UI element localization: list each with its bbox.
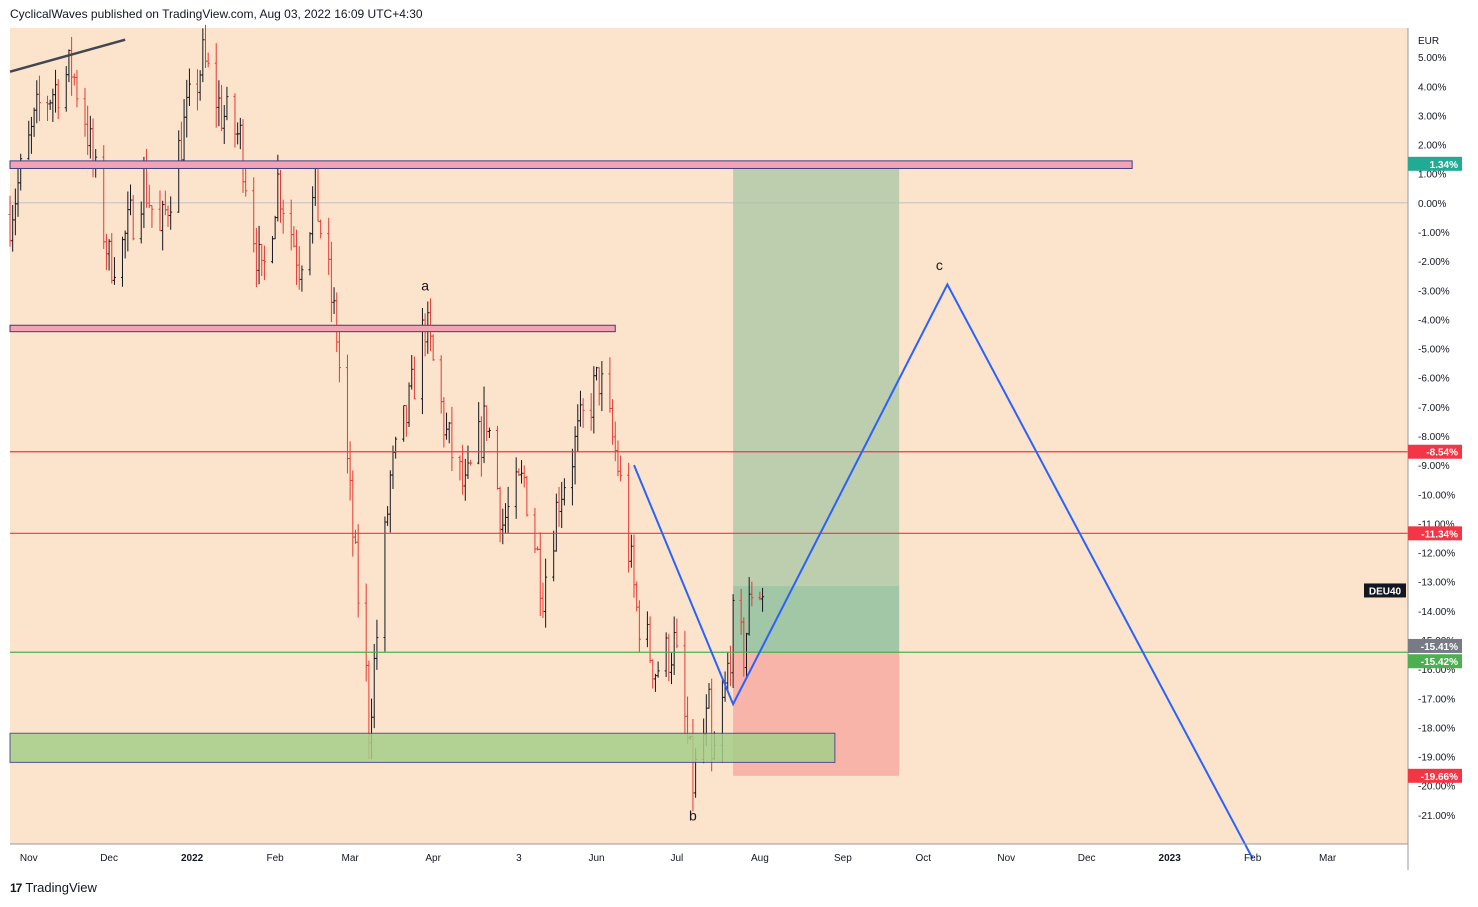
x-tick-label: Oct [915, 853, 931, 864]
price-tag-zone-top [1408, 156, 1462, 171]
x-tick-label: 2023 [1159, 853, 1182, 864]
wave-projection-line[interactable] [633, 282, 1254, 860]
price-tag-label: -15.41% [1421, 642, 1458, 653]
wave-label-b: b [689, 808, 697, 824]
y-tick-label: -20.00% [1418, 782, 1455, 793]
x-tick-label: Nov [997, 853, 1015, 864]
symbol-tag-label: DEU40 [1369, 586, 1402, 597]
price-tag-label: 1.34% [1430, 160, 1458, 171]
wave-label-c: c [936, 257, 943, 273]
publish-info: CyclicalWaves published on TradingView.c… [10, 7, 423, 21]
y-tick-label: -17.00% [1418, 694, 1455, 705]
y-tick-label: 1.00% [1418, 170, 1446, 181]
y-tick-label: -12.00% [1418, 549, 1455, 560]
y-tick-label: 2.00% [1418, 141, 1446, 152]
x-tick-label: Feb [267, 853, 285, 864]
trend-line[interactable] [9, 38, 126, 73]
price-tag-current [1408, 638, 1462, 653]
y-tick-label: -19.00% [1418, 753, 1455, 764]
x-tick-label: 3 [516, 853, 522, 864]
y-axis[interactable]: 5.00% 4.00% 3.00% 2.00% 1.00% 0.00% -1.00% -2.0… [1418, 53, 1455, 822]
x-tick-label: Jun [588, 853, 604, 864]
x-tick-label: Mar [342, 853, 360, 864]
price-tag-stop [1408, 768, 1462, 783]
y-tick-label: -2.00% [1418, 257, 1450, 268]
y-tick-label: -13.00% [1418, 578, 1455, 589]
x-tick-label: Aug [751, 853, 769, 864]
price-tag-resistance [1408, 526, 1462, 541]
x-tick-label: Dec [1078, 853, 1096, 864]
y-tick-label: -18.00% [1418, 723, 1455, 734]
price-tag-support [1408, 654, 1462, 669]
x-tick-label: Dec [100, 853, 118, 864]
price-tag-label: -11.34% [1421, 529, 1458, 540]
x-tick-label: Feb [1244, 853, 1262, 864]
currency-label: EUR [1418, 36, 1439, 47]
x-tick-label: Mar [1319, 853, 1337, 864]
y-tick-label: -1.00% [1418, 228, 1450, 239]
y-tick-label: -4.00% [1418, 315, 1450, 326]
price-tag-label: -15.42% [1421, 657, 1458, 668]
y-tick-label: -14.00% [1418, 607, 1455, 618]
y-tick-label: -9.00% [1418, 461, 1450, 472]
y-tick-label: -11.00% [1418, 519, 1455, 530]
price-tag-label: -8.54% [1426, 448, 1458, 459]
green-zone-2[interactable] [9, 732, 836, 763]
x-tick-label: Sep [834, 853, 852, 864]
y-tick-label: -16.00% [1418, 665, 1455, 676]
price-tag-label: -19.66% [1421, 772, 1458, 783]
x-tick-label: Jul [670, 853, 683, 864]
pink-zone-1[interactable] [9, 324, 616, 333]
profit-zone[interactable] [733, 586, 900, 653]
x-tick-label: 2022 [181, 853, 204, 864]
y-tick-label: -3.00% [1418, 286, 1450, 297]
y-tick-label: -21.00% [1418, 811, 1455, 822]
y-tick-label: 3.00% [1418, 111, 1446, 122]
y-tick-label: -6.00% [1418, 374, 1450, 385]
y-tick-label: 5.00% [1418, 53, 1446, 64]
tradingview-wordmark: TradingView [25, 880, 97, 895]
tradingview-footer: 17 TradingView [10, 880, 97, 895]
wave-label-a: a [421, 277, 429, 293]
y-tick-label: -10.00% [1418, 490, 1455, 501]
y-tick-label: 0.00% [1418, 199, 1446, 210]
symbol-tag [1364, 583, 1406, 598]
y-tick-label: -8.00% [1418, 432, 1450, 443]
pink-zone-0[interactable] [9, 160, 1133, 169]
x-tick-label: Apr [425, 853, 441, 864]
target-zone[interactable] [733, 163, 900, 653]
y-tick-label: 4.00% [1418, 82, 1446, 93]
price-tag-resistance [1408, 444, 1462, 459]
chart-background [10, 28, 1408, 844]
y-tick-label: -5.00% [1418, 345, 1450, 356]
tradingview-logo-icon: 17 [10, 880, 22, 895]
x-axis[interactable]: Nov Dec 2022 Feb Mar Apr 3 Jun Jul Aug Sep Oct Nov De… [20, 853, 1337, 864]
x-tick-label: Nov [20, 853, 38, 864]
y-tick-label: -7.00% [1418, 403, 1450, 414]
